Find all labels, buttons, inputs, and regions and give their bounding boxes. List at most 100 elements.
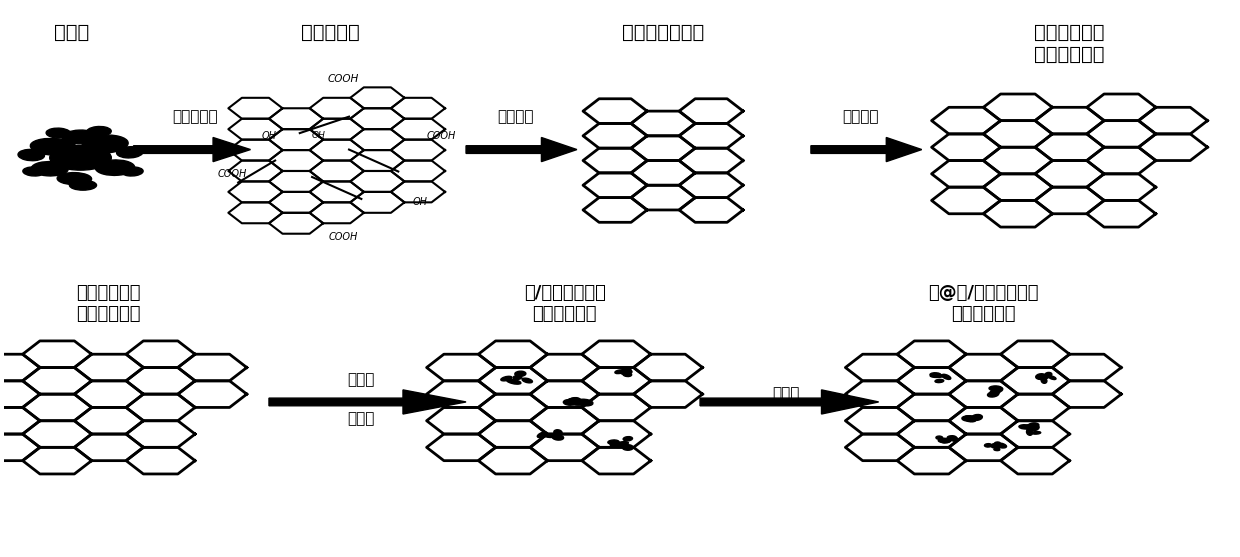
Polygon shape xyxy=(350,129,404,150)
Polygon shape xyxy=(466,138,577,162)
Polygon shape xyxy=(134,138,250,162)
Polygon shape xyxy=(350,192,404,213)
Polygon shape xyxy=(310,182,363,202)
Polygon shape xyxy=(582,421,651,447)
Ellipse shape xyxy=(987,392,998,397)
Polygon shape xyxy=(631,185,696,210)
Ellipse shape xyxy=(1045,373,1052,377)
Ellipse shape xyxy=(947,436,956,439)
Polygon shape xyxy=(680,173,743,198)
Polygon shape xyxy=(391,160,445,182)
Polygon shape xyxy=(269,171,324,192)
Ellipse shape xyxy=(62,130,99,144)
Polygon shape xyxy=(479,447,547,474)
Polygon shape xyxy=(529,354,599,381)
Ellipse shape xyxy=(541,433,554,437)
Polygon shape xyxy=(126,394,195,421)
Polygon shape xyxy=(391,98,445,119)
Text: 镍/氮，硼掺杂还
原氧化石墨烯: 镍/氮，硼掺杂还 原氧化石墨烯 xyxy=(523,284,605,323)
Ellipse shape xyxy=(1042,378,1047,383)
Text: 葡萄糖: 葡萄糖 xyxy=(347,373,374,388)
Polygon shape xyxy=(269,129,324,150)
Polygon shape xyxy=(1035,160,1104,187)
Polygon shape xyxy=(74,381,144,407)
Polygon shape xyxy=(310,202,363,223)
Polygon shape xyxy=(22,421,92,447)
Polygon shape xyxy=(680,124,743,148)
Polygon shape xyxy=(680,99,743,124)
Polygon shape xyxy=(74,434,144,461)
Text: 硝酸镍: 硝酸镍 xyxy=(347,411,374,426)
Ellipse shape xyxy=(971,414,982,421)
Polygon shape xyxy=(1001,394,1070,421)
Polygon shape xyxy=(1001,447,1070,474)
Ellipse shape xyxy=(996,443,1007,448)
Polygon shape xyxy=(931,160,1001,187)
Polygon shape xyxy=(983,201,1053,227)
Polygon shape xyxy=(350,108,404,129)
Text: COOH: COOH xyxy=(329,232,357,242)
Text: OH: OH xyxy=(262,131,277,141)
Ellipse shape xyxy=(610,443,619,447)
Ellipse shape xyxy=(963,416,973,420)
Polygon shape xyxy=(1001,341,1070,368)
Polygon shape xyxy=(310,98,363,119)
Ellipse shape xyxy=(57,173,92,185)
Ellipse shape xyxy=(950,437,959,441)
Polygon shape xyxy=(949,434,1018,461)
Polygon shape xyxy=(1035,187,1104,214)
Polygon shape xyxy=(269,192,324,213)
Ellipse shape xyxy=(563,399,575,405)
Ellipse shape xyxy=(552,435,564,440)
Ellipse shape xyxy=(965,416,973,421)
Polygon shape xyxy=(583,198,647,222)
Polygon shape xyxy=(479,394,547,421)
Polygon shape xyxy=(529,381,599,407)
Ellipse shape xyxy=(990,386,1002,390)
Polygon shape xyxy=(228,119,283,140)
Polygon shape xyxy=(0,407,40,434)
Polygon shape xyxy=(680,198,743,222)
Ellipse shape xyxy=(50,145,112,170)
Polygon shape xyxy=(931,134,1001,160)
Ellipse shape xyxy=(936,436,942,439)
Ellipse shape xyxy=(1048,376,1056,379)
Ellipse shape xyxy=(122,167,143,176)
Ellipse shape xyxy=(942,374,951,379)
Polygon shape xyxy=(228,202,283,223)
Polygon shape xyxy=(310,119,363,140)
Text: 铜@镍/氮，硼掺杂还
原氧化石墨烯: 铜@镍/氮，硼掺杂还 原氧化石墨烯 xyxy=(928,284,1039,323)
Ellipse shape xyxy=(1035,374,1045,379)
Polygon shape xyxy=(897,421,966,447)
Polygon shape xyxy=(350,87,404,108)
Polygon shape xyxy=(529,407,599,434)
Polygon shape xyxy=(897,368,966,394)
Ellipse shape xyxy=(991,390,999,394)
Ellipse shape xyxy=(985,443,992,447)
Polygon shape xyxy=(983,121,1053,147)
Polygon shape xyxy=(391,119,445,140)
Polygon shape xyxy=(949,354,1018,381)
Polygon shape xyxy=(22,341,92,368)
Text: 氧化石墨烯: 氧化石墨烯 xyxy=(301,23,360,42)
Polygon shape xyxy=(22,447,92,474)
Polygon shape xyxy=(228,160,283,182)
Ellipse shape xyxy=(966,416,975,418)
Text: 化学还原: 化学还原 xyxy=(497,109,533,124)
Polygon shape xyxy=(0,434,40,461)
Ellipse shape xyxy=(537,432,547,438)
Polygon shape xyxy=(0,381,40,407)
Polygon shape xyxy=(1053,381,1121,407)
Polygon shape xyxy=(846,434,914,461)
Polygon shape xyxy=(479,341,547,368)
Polygon shape xyxy=(846,354,914,381)
Polygon shape xyxy=(479,421,547,447)
Ellipse shape xyxy=(507,379,521,384)
Polygon shape xyxy=(22,394,92,421)
Polygon shape xyxy=(983,174,1053,201)
Polygon shape xyxy=(1035,108,1104,134)
Ellipse shape xyxy=(513,375,522,379)
Polygon shape xyxy=(22,368,92,394)
Polygon shape xyxy=(897,447,966,474)
Ellipse shape xyxy=(31,162,68,176)
